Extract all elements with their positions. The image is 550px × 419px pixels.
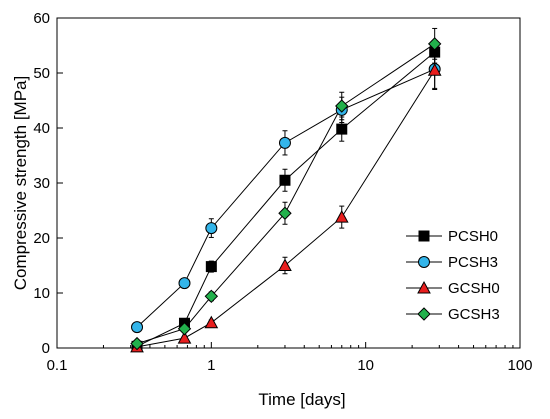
y-axis-title: Compressive strength [MPa] bbox=[11, 76, 30, 290]
y-tick-label: 60 bbox=[33, 10, 50, 27]
ticks: 0.1 1 10 100 0 10 20 30 40 50 60 bbox=[33, 10, 532, 374]
point-pcsh3 bbox=[278, 136, 291, 149]
error-bars bbox=[134, 27, 438, 349]
series-line-gcsh3 bbox=[136, 43, 435, 345]
point-gcsh0 bbox=[204, 315, 219, 329]
series-line-pcsh3 bbox=[136, 68, 435, 328]
point-gcsh3 bbox=[177, 322, 192, 336]
point-pcsh0 bbox=[279, 174, 291, 186]
point-pcsh3 bbox=[205, 222, 218, 235]
point-gcsh0 bbox=[427, 63, 442, 76]
point-gcsh3 bbox=[427, 37, 442, 51]
series-lines bbox=[136, 43, 436, 348]
point-gcsh3 bbox=[204, 289, 219, 304]
point-gcsh0 bbox=[177, 331, 192, 344]
y-tick-label: 0 bbox=[42, 340, 50, 357]
series-line-pcsh0 bbox=[136, 51, 435, 347]
point-gcsh0 bbox=[278, 258, 292, 271]
x-tick-label: 10 bbox=[357, 357, 374, 374]
point-pcsh3 bbox=[131, 321, 144, 334]
x-tick-label: 100 bbox=[507, 357, 532, 374]
x-tick-label: 1 bbox=[207, 357, 215, 374]
point-gcsh3 bbox=[130, 336, 144, 351]
legend: PCSH0 PCSH3 GCSH0 GCSH3 bbox=[406, 228, 500, 323]
legend-label-gcsh3: GCSH3 bbox=[448, 306, 500, 323]
y-tick-label: 30 bbox=[33, 175, 50, 192]
point-pcsh3 bbox=[178, 277, 191, 290]
point-gcsh3 bbox=[278, 206, 292, 220]
markers bbox=[130, 37, 442, 353]
x-tick-label: 0.1 bbox=[47, 357, 68, 374]
y-tick-label: 20 bbox=[33, 230, 50, 247]
y-tick-label: 40 bbox=[33, 120, 50, 137]
point-pcsh0 bbox=[336, 123, 348, 135]
y-tick-label: 10 bbox=[33, 285, 50, 302]
legend-marker-gcsh3 bbox=[417, 307, 431, 321]
x-axis-title: Time [days] bbox=[258, 390, 345, 409]
point-pcsh0 bbox=[205, 261, 217, 273]
series-line-gcsh0 bbox=[136, 69, 436, 348]
legend-marker-pcsh0 bbox=[418, 230, 430, 242]
legend-marker-gcsh0 bbox=[417, 280, 431, 294]
legend-label-pcsh3: PCSH3 bbox=[448, 254, 498, 271]
y-tick-label: 50 bbox=[33, 65, 50, 82]
legend-marker-pcsh3 bbox=[418, 256, 430, 268]
point-gcsh0 bbox=[334, 210, 349, 223]
legend-label-gcsh0: GCSH0 bbox=[448, 280, 500, 297]
point-gcsh3 bbox=[335, 99, 349, 113]
legend-label-pcsh0: PCSH0 bbox=[448, 228, 498, 245]
